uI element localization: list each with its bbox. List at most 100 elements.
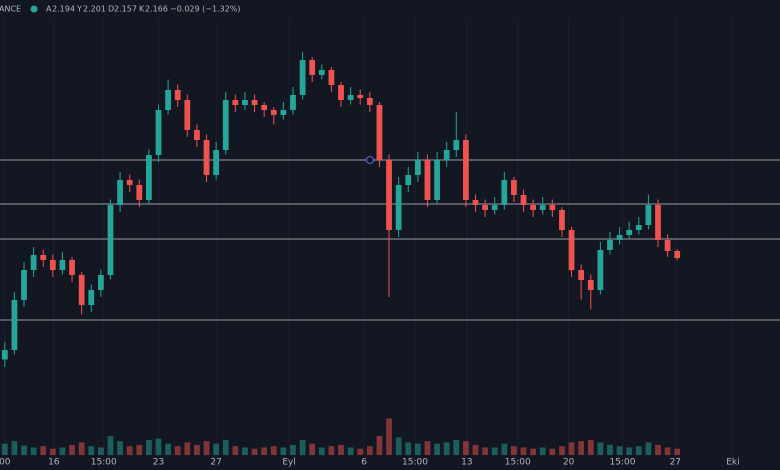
- candle-body: [645, 205, 652, 225]
- volume-bar: [424, 441, 431, 455]
- candle-body: [405, 175, 412, 185]
- ohlc-key: K: [139, 5, 145, 14]
- volume-bar: [126, 446, 133, 455]
- volume-bar: [194, 444, 200, 455]
- volume-bar: [30, 447, 37, 455]
- x-tick-label: 16: [48, 458, 60, 468]
- volume-bar: [232, 446, 239, 455]
- candle-body: [222, 100, 229, 150]
- x-tick-label: 27: [210, 458, 221, 468]
- candle-body: [453, 140, 460, 150]
- candle-body: [261, 105, 268, 110]
- candle-body: [414, 160, 421, 175]
- volume-bar: [578, 441, 585, 455]
- x-tick-label: 15:00: [505, 458, 531, 468]
- volume-bar: [539, 447, 546, 455]
- candle-body: [607, 240, 613, 250]
- volume-bar: [443, 442, 450, 455]
- volume-bar: [136, 444, 143, 455]
- volume-bar: [69, 444, 75, 455]
- volume-bar: [434, 443, 440, 455]
- volume-bar: [674, 448, 681, 455]
- candle-body: [30, 255, 37, 270]
- candle-body: [1, 350, 8, 360]
- candle-body: [203, 140, 210, 175]
- volume-bar: [184, 442, 191, 455]
- volume-bar: [117, 441, 123, 455]
- volume-bar: [174, 446, 181, 455]
- x-tick-label: Eyl: [282, 458, 296, 468]
- x-tick-label: 23: [153, 458, 164, 468]
- candle-body: [357, 95, 364, 98]
- volume-bar: [587, 439, 594, 455]
- volume-bar: [203, 441, 210, 455]
- candle-body: [530, 205, 537, 210]
- volume-bar: [328, 446, 335, 455]
- volume-bar: [78, 442, 85, 455]
- candle-body: [280, 110, 287, 115]
- volume-bar: [318, 447, 325, 455]
- volume-bar: [165, 443, 171, 455]
- candle-body: [443, 150, 450, 160]
- x-axis: 00 16 15:00 23 27 Eyl 6 15:00 13 15:00 20 15:00 27 Ek…: [0, 458, 740, 468]
- status-dot: [30, 5, 38, 13]
- volume-bar: [40, 446, 47, 455]
- volume-bar: [616, 446, 623, 455]
- x-tick-label: 6: [361, 458, 367, 468]
- ohlc-key: D: [108, 5, 114, 14]
- volume-bar: [155, 438, 162, 455]
- candle-body: [184, 100, 191, 130]
- candle-body: [597, 250, 604, 290]
- candle-body: [395, 185, 402, 230]
- candle-body: [136, 185, 143, 200]
- volume-bar: [299, 439, 306, 455]
- volume-bar: [357, 448, 364, 455]
- volume-pane: [1, 418, 681, 455]
- candle-body: [539, 205, 546, 210]
- candle-body: [635, 225, 642, 230]
- volume-bar: [97, 447, 104, 455]
- candle-body: [386, 160, 392, 230]
- candle-body: [520, 195, 527, 205]
- volume-bar: [290, 444, 296, 455]
- ohlc-key: Y: [76, 5, 82, 14]
- candle-body: [78, 275, 85, 305]
- volume-bar: [386, 418, 392, 455]
- candle-body: [49, 260, 56, 270]
- ohlc-value: 2.201: [83, 5, 106, 14]
- volume-bar: [501, 443, 508, 455]
- volume-bar: [559, 446, 565, 455]
- volume-bar: [453, 439, 460, 455]
- volume-bar: [59, 447, 66, 455]
- volume-bar: [635, 446, 642, 455]
- candle-body: [511, 180, 517, 195]
- x-tick-label: 27: [670, 458, 681, 468]
- volume-bar: [491, 447, 498, 455]
- ohlc-value: 2.194: [52, 5, 75, 14]
- candle-body: [194, 130, 200, 140]
- candle-body: [674, 251, 681, 258]
- volume-bar: [549, 448, 556, 455]
- candles: [1, 52, 681, 367]
- volume-bar: [655, 444, 661, 455]
- volume-bar: [568, 442, 575, 455]
- x-tick-label: Eki: [726, 458, 739, 468]
- volume-bar: [11, 441, 18, 455]
- candle-body: [347, 95, 354, 100]
- volume-bar: [261, 447, 268, 455]
- candle-body: [366, 98, 373, 105]
- x-tick-label: 13: [461, 458, 472, 468]
- volume-bar: [597, 442, 604, 455]
- candle-body: [559, 210, 565, 230]
- anchor-point[interactable]: [366, 156, 374, 164]
- candle-body: [501, 180, 508, 205]
- candle-body: [376, 105, 383, 160]
- volume-bar: [21, 445, 27, 455]
- candle-body: [655, 205, 661, 240]
- candle-body: [270, 110, 277, 115]
- candle-body: [251, 100, 258, 105]
- candle-body: [472, 200, 479, 205]
- candle-body: [213, 150, 220, 175]
